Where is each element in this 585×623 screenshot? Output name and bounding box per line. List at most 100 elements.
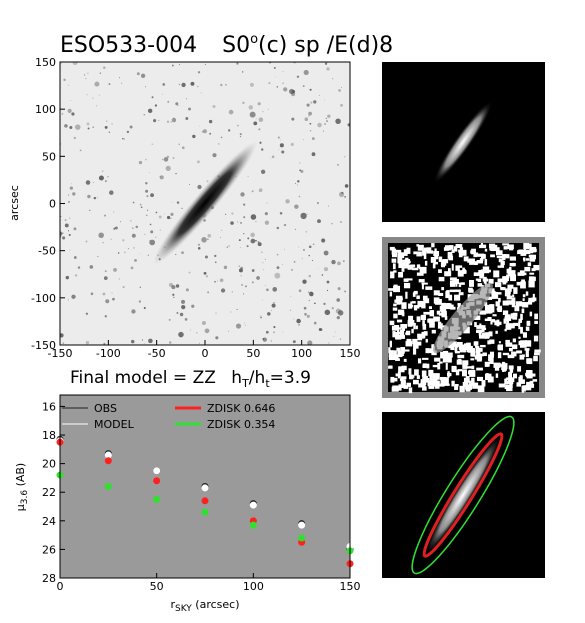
star <box>73 227 77 231</box>
star <box>133 247 135 249</box>
star <box>270 340 272 342</box>
star <box>104 315 107 318</box>
noise-pixel <box>433 373 440 380</box>
noise-pixel <box>468 370 474 375</box>
star <box>178 83 181 86</box>
noise-pixel <box>511 301 516 308</box>
star <box>122 239 125 242</box>
star <box>324 123 326 125</box>
noise-pixel <box>388 288 394 291</box>
noise-pixel <box>438 269 442 274</box>
star <box>106 120 108 122</box>
star <box>149 239 151 241</box>
noise-pixel <box>509 368 514 373</box>
noise-pixel <box>455 281 458 287</box>
star <box>268 82 271 85</box>
noise-pixel <box>510 324 515 329</box>
noise-pixel <box>455 369 460 376</box>
star <box>260 169 266 174</box>
noise-pixel <box>393 270 397 273</box>
star <box>118 278 120 280</box>
noise-pixel <box>416 244 420 247</box>
noise-pixel <box>413 305 420 309</box>
star <box>207 238 209 240</box>
star <box>258 128 261 131</box>
star <box>199 125 200 127</box>
star <box>131 233 136 238</box>
data-point <box>249 501 257 509</box>
star <box>143 114 145 116</box>
noise-pixel <box>471 365 475 370</box>
noise-pixel <box>417 300 424 308</box>
star <box>196 160 200 164</box>
noise-pixel <box>477 376 484 382</box>
noise-pixel <box>497 352 502 359</box>
star <box>245 285 247 288</box>
star <box>309 129 312 132</box>
star <box>130 339 135 344</box>
model-main: Final model = ZZ <box>70 368 216 388</box>
noise-pixel <box>468 289 474 293</box>
star <box>264 220 270 225</box>
star <box>148 338 153 344</box>
star <box>134 258 137 262</box>
x-tick-label: 0 <box>202 347 209 360</box>
noise-pixel <box>509 256 516 261</box>
noise-pixel <box>476 259 484 264</box>
noise-pixel <box>412 267 419 271</box>
noise-pixel <box>462 381 469 387</box>
noise-pixel <box>413 322 416 330</box>
star <box>149 239 156 246</box>
noise-pixel <box>479 272 485 279</box>
star <box>92 97 94 99</box>
star <box>74 124 81 130</box>
noise-pixel <box>434 357 441 362</box>
star <box>131 309 136 314</box>
star <box>175 102 179 106</box>
noise-pixel <box>495 330 498 334</box>
star <box>163 157 169 162</box>
star <box>120 221 122 223</box>
star <box>249 82 254 87</box>
star <box>151 143 153 145</box>
star <box>341 191 344 194</box>
noise-pixel <box>435 251 439 257</box>
y-tick-label: -50 <box>38 245 56 258</box>
noise-pixel <box>524 348 530 351</box>
noise-pixel <box>422 320 425 327</box>
noise-pixel <box>497 305 502 313</box>
star <box>324 62 328 65</box>
star <box>326 289 329 292</box>
star <box>324 309 331 316</box>
noise-pixel <box>423 311 430 315</box>
noise-pixel <box>459 385 465 393</box>
noise-pixel <box>417 244 424 251</box>
star <box>308 299 310 302</box>
x-tick-label: 50 <box>150 580 164 593</box>
star <box>98 232 104 239</box>
star <box>321 274 324 276</box>
noise-pixel <box>413 307 418 311</box>
noise-pixel <box>457 354 465 359</box>
noise-pixel <box>398 327 402 330</box>
star <box>159 175 161 177</box>
star <box>69 249 71 251</box>
noise-pixel <box>411 328 414 334</box>
star <box>197 246 201 250</box>
star <box>181 207 183 209</box>
data-point <box>104 457 112 465</box>
noise-pixel <box>427 380 435 386</box>
noise-pixel <box>395 332 398 339</box>
noise-pixel <box>512 312 518 317</box>
noise-pixel <box>421 370 427 377</box>
noise-pixel <box>454 289 461 292</box>
noise-pixel <box>494 282 502 288</box>
noise-pixel <box>412 292 416 297</box>
star <box>296 319 298 321</box>
star <box>79 149 82 152</box>
noise-pixel <box>502 276 509 282</box>
star <box>308 254 310 257</box>
x-tick-label: -100 <box>96 347 121 360</box>
noise-pixel <box>476 329 483 333</box>
noise-pixel <box>454 384 459 387</box>
